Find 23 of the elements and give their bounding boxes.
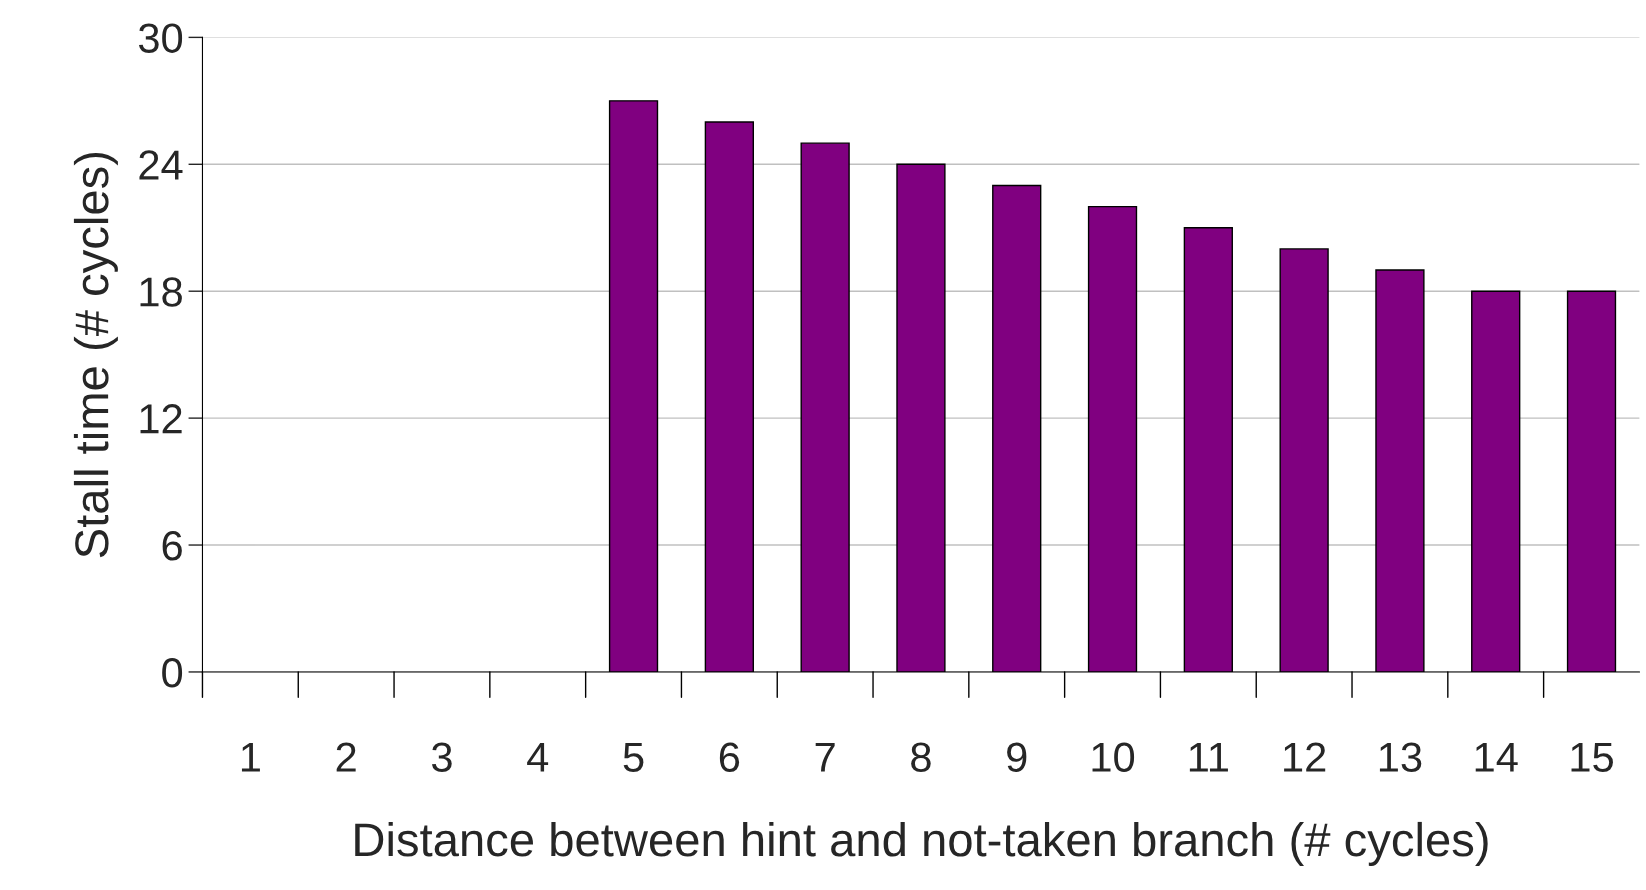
x-tick-label: 10 bbox=[1092, 742, 1135, 772]
y-tick-label: 18 bbox=[140, 277, 182, 307]
x-tick-label: 2 bbox=[336, 742, 356, 772]
x-tick-label: 1 bbox=[241, 742, 260, 772]
y-tick-label: 0 bbox=[162, 657, 183, 688]
x-tick-label: 6 bbox=[719, 742, 740, 772]
x-tick-label: 12 bbox=[1284, 742, 1326, 772]
x-tick-label: 4 bbox=[527, 742, 549, 772]
x-tick-label: 5 bbox=[623, 742, 644, 772]
x-tick-label: 11 bbox=[1189, 742, 1228, 772]
x-tick-label: 13 bbox=[1379, 742, 1422, 772]
x-tick-label: 7 bbox=[815, 742, 835, 772]
y-tick-label: 24 bbox=[139, 150, 183, 180]
y-tick-label: 6 bbox=[162, 531, 182, 561]
x-tick-label: 14 bbox=[1475, 742, 1518, 772]
x-axis-title: Distance between hint and not-taken branch (# cycles) bbox=[355, 821, 1488, 866]
y-tick-label: 30 bbox=[138, 23, 183, 53]
y-tick-label: 12 bbox=[140, 404, 182, 434]
x-tick-label: 8 bbox=[911, 742, 931, 772]
y-axis-title: Stall time (# cycles) bbox=[73, 152, 118, 558]
x-tick-label: 15 bbox=[1571, 742, 1613, 772]
x-tick-label: 3 bbox=[431, 742, 452, 772]
x-tick-label: 9 bbox=[1007, 742, 1027, 772]
